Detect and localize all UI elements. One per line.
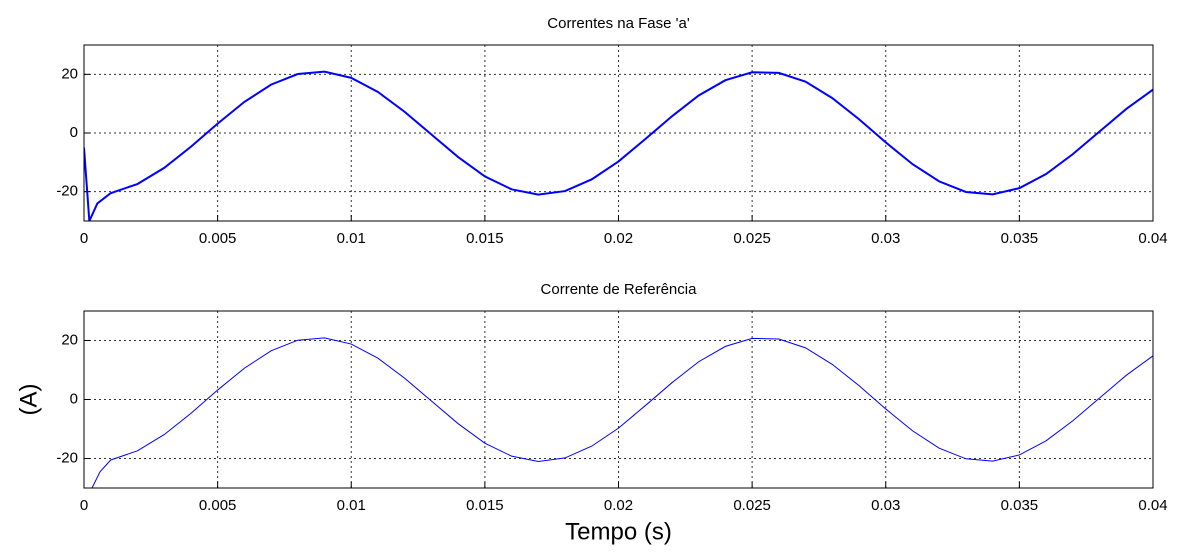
- x-tick-label: 0.03: [871, 497, 900, 514]
- x-tick-label: 0.01: [337, 497, 366, 514]
- chart-title: Corrente de Referência: [541, 281, 698, 298]
- x-tick-label: 0.015: [466, 230, 504, 247]
- y-tick-label: 0: [70, 390, 78, 407]
- x-tick-label: 0.03: [871, 230, 900, 247]
- x-tick-label: 0.02: [604, 230, 633, 247]
- x-tick-label: 0.005: [199, 230, 237, 247]
- x-tick-label: 0.02: [604, 497, 633, 514]
- x-tick-label: 0.025: [733, 497, 771, 514]
- x-tick-label: 0.015: [466, 497, 504, 514]
- x-tick-label: 0.035: [1001, 230, 1039, 247]
- axes-frame: [83, 310, 1154, 489]
- y-tick-label: -20: [56, 449, 78, 466]
- y-tick-label: 20: [61, 331, 78, 348]
- axes-frame: [83, 44, 1154, 222]
- y-axis-label: (A): [15, 384, 42, 416]
- x-tick-label: 0.035: [1001, 497, 1039, 514]
- data-line: [91, 337, 1153, 488]
- y-tick-label: 20: [61, 65, 78, 82]
- x-tick-label: 0.04: [1138, 497, 1167, 514]
- x-tick-label: 0.025: [733, 230, 771, 247]
- x-tick-label: 0.005: [199, 497, 237, 514]
- x-tick-label: 0.01: [337, 230, 366, 247]
- x-tick-label: 0: [80, 497, 88, 514]
- x-tick-label: 0: [80, 230, 88, 247]
- x-axis-label: Tempo (s): [565, 518, 672, 545]
- data-line: [84, 70, 1153, 221]
- y-tick-label: -20: [56, 183, 78, 200]
- x-tick-label: 0.04: [1138, 230, 1167, 247]
- y-tick-label: 0: [70, 124, 78, 141]
- chart-title: Correntes na Fase 'a': [547, 15, 690, 32]
